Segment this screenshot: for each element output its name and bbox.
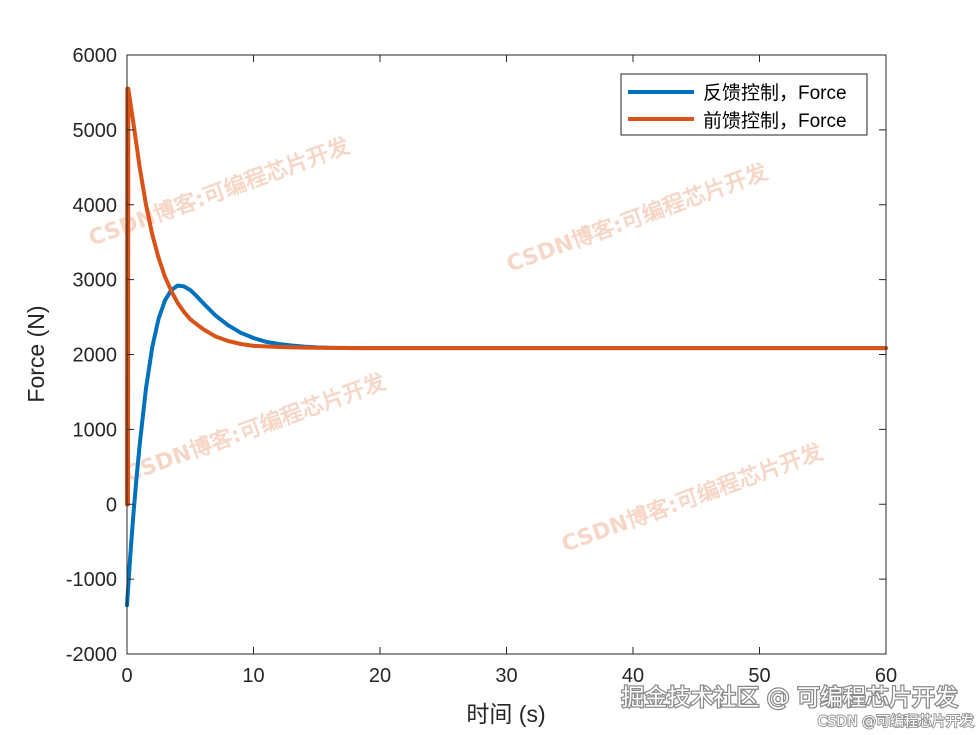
x-tick-label: 30 bbox=[495, 665, 517, 687]
y-tick-label: 5000 bbox=[73, 120, 118, 142]
legend: 反馈控制，Force 前馈控制，Force bbox=[620, 73, 868, 136]
y-tick-label: 2000 bbox=[73, 345, 118, 367]
y-axis: -2000 -1000 0 1000 2000 3000 4000 5000 6000 bbox=[66, 45, 886, 666]
y-tick-label: -2000 bbox=[66, 644, 117, 666]
plot-area bbox=[127, 55, 886, 654]
legend-label-feedforward: 前馈控制，Force bbox=[703, 110, 847, 132]
x-tick-label: 10 bbox=[242, 665, 264, 687]
y-tick-label: 4000 bbox=[73, 195, 118, 217]
series-line-feedforward bbox=[125, 86, 888, 507]
credit-line-csdn: CSDN @可编程芯片开发 bbox=[818, 714, 974, 730]
x-tick-label: 60 bbox=[875, 665, 897, 687]
y-axis-title: Force (N) bbox=[23, 305, 49, 402]
x-tick-label: 50 bbox=[748, 665, 770, 687]
credit-overlay: 掘金技术社区 @ 可编程芯片开发 CSDN @可编程芯片开发 bbox=[620, 684, 975, 731]
x-tick-label: 0 bbox=[121, 665, 132, 687]
y-tick-label: 6000 bbox=[73, 45, 118, 67]
y-tick-label: -1000 bbox=[66, 569, 117, 591]
x-tick-label: 40 bbox=[622, 665, 644, 687]
x-axis: 0 10 20 30 40 50 60 bbox=[121, 55, 897, 687]
credit-line-juejin: 掘金技术社区 @ 可编程芯片开发 bbox=[621, 685, 958, 711]
legend-box bbox=[620, 73, 868, 136]
x-axis-title: 时间 (s) bbox=[466, 701, 545, 727]
x-tick-label: 20 bbox=[369, 665, 391, 687]
y-tick-label: 1000 bbox=[73, 419, 118, 441]
series-layer bbox=[125, 86, 888, 608]
legend-label-feedback: 反馈控制，Force bbox=[703, 82, 847, 104]
y-tick-label: 0 bbox=[106, 494, 117, 516]
y-tick-label: 3000 bbox=[73, 270, 118, 292]
